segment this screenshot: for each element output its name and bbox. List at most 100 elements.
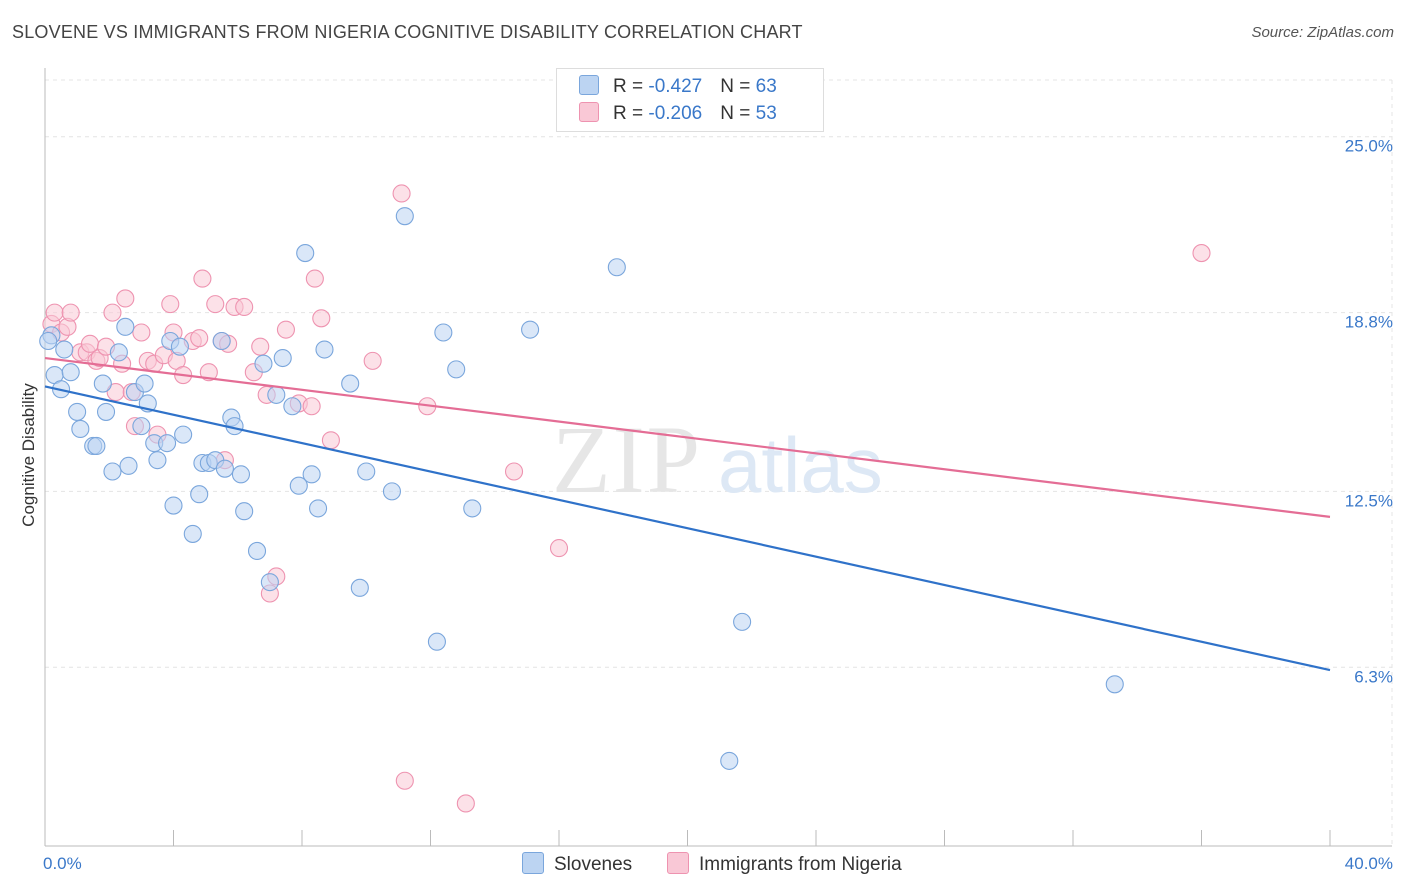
nigeria-point [161, 295, 180, 314]
slovene-point [273, 348, 292, 368]
slovene-point [463, 499, 482, 518]
slovene-point [733, 612, 752, 631]
slovene-point [87, 436, 106, 456]
y-tick-label: 25.0% [1345, 137, 1393, 156]
nigeria-point [116, 289, 135, 308]
nigeria-point [251, 337, 270, 356]
y-axis-label: Cognitive Disability [19, 383, 38, 527]
legend-r-value: -0.427 [648, 76, 703, 97]
chart-title: SLOVENE VS IMMIGRANTS FROM NIGERIA COGNI… [12, 22, 803, 42]
legend-n-value: 53 [755, 103, 777, 124]
nigeria-point [132, 323, 151, 342]
slovene-point [71, 419, 90, 439]
slovene-point [132, 417, 151, 436]
nigeria-point [549, 539, 569, 558]
slovene-point [309, 499, 328, 518]
bottom-legend-swatch-pink [667, 852, 689, 874]
slovene-point [607, 258, 626, 277]
slovene-point [93, 374, 112, 393]
slovene-point [341, 374, 360, 393]
slovene-point [158, 434, 177, 453]
tick-labels: 6.3% 12.5% 18.8% 25.0% 0.0% 40.0% [43, 137, 1393, 873]
slovene-point [357, 462, 376, 481]
slovene-point [55, 340, 74, 359]
slovene-point [39, 331, 58, 351]
bottom-legend-label: Slovenes [554, 854, 633, 875]
x-tick-label-max: 40.0% [1345, 854, 1393, 873]
slovene-point [116, 317, 135, 336]
legend-swatch-blue [579, 75, 599, 95]
slovene-point [96, 402, 116, 421]
bottom-legend-nigeria: Immigrants from Nigeria [667, 852, 902, 876]
legend: R = -0.427 N = 63 R = -0.206 N = 53 [556, 68, 824, 132]
slovene-point [302, 465, 321, 484]
slovene-points [39, 207, 1124, 770]
nigeria-trend-line [44, 356, 1331, 518]
slovene-point [183, 524, 202, 543]
nigeria-point [61, 303, 80, 322]
y-tick-label: 18.8% [1345, 313, 1393, 332]
slovene-point [109, 343, 128, 362]
slovene-point [382, 482, 402, 501]
legend-r-value: -0.206 [648, 103, 703, 124]
y-tick-label: 6.3% [1354, 667, 1393, 686]
slovene-point [148, 451, 167, 470]
slovene-point [190, 485, 209, 504]
legend-n-label: N = [720, 76, 756, 97]
slovene-point [164, 496, 183, 515]
slovene-point [174, 425, 193, 444]
nigeria-point [276, 320, 295, 339]
legend-swatch-pink [579, 102, 599, 122]
nigeria-point [45, 303, 64, 322]
nigeria-point [199, 363, 218, 382]
slovene-point [434, 323, 453, 342]
nigeria-point [302, 397, 321, 416]
slovene-point [315, 340, 334, 359]
bottom-legend-swatch-blue [522, 852, 544, 874]
nigeria-point [190, 329, 209, 348]
nigeria-point [392, 184, 411, 203]
slovene-point [247, 541, 267, 560]
nigeria-point [312, 309, 331, 328]
slovene-point [119, 456, 138, 475]
nigeria-point [235, 297, 254, 317]
axes [44, 68, 1392, 847]
nigeria-point [103, 303, 122, 322]
slovene-point [170, 337, 189, 356]
nigeria-point [504, 462, 524, 481]
legend-row-nigeria: R = -0.206 N = 53 [579, 102, 777, 125]
legend-r-label: R = [613, 76, 649, 97]
slovene-point [395, 207, 414, 226]
nigeria-point [206, 295, 225, 314]
legend-r-label: R = [613, 103, 649, 124]
slovene-point [283, 397, 302, 416]
trend-lines [44, 356, 1331, 672]
slovene-point [267, 385, 286, 404]
slovene-trend-line [44, 385, 1331, 672]
slovene-point [103, 462, 122, 481]
slovene-point [231, 465, 251, 484]
bottom-legend-slovenes: Slovenes [522, 852, 632, 876]
watermark: ZIP atlas [552, 406, 883, 513]
slovene-point [720, 751, 739, 770]
slovene-point [427, 632, 446, 651]
nigeria-point [395, 771, 414, 790]
slovene-point [135, 374, 154, 393]
slovene-point [235, 502, 254, 521]
watermark-atlas: atlas [718, 421, 883, 509]
x-tick-label-min: 0.0% [43, 854, 82, 873]
nigeria-point [1192, 244, 1211, 263]
slovene-point [61, 363, 80, 382]
slovene-point [260, 573, 279, 592]
nigeria-point [321, 431, 340, 450]
legend-n-label: N = [720, 103, 756, 124]
nigeria-point [193, 269, 212, 288]
watermark-zip: ZIP [552, 406, 702, 513]
slovene-point [68, 402, 87, 421]
slovene-point [254, 354, 273, 373]
legend-row-slovenes: R = -0.427 N = 63 [579, 75, 777, 98]
slovene-point [296, 244, 315, 263]
slovene-point [521, 320, 540, 339]
slovene-point [447, 360, 466, 379]
